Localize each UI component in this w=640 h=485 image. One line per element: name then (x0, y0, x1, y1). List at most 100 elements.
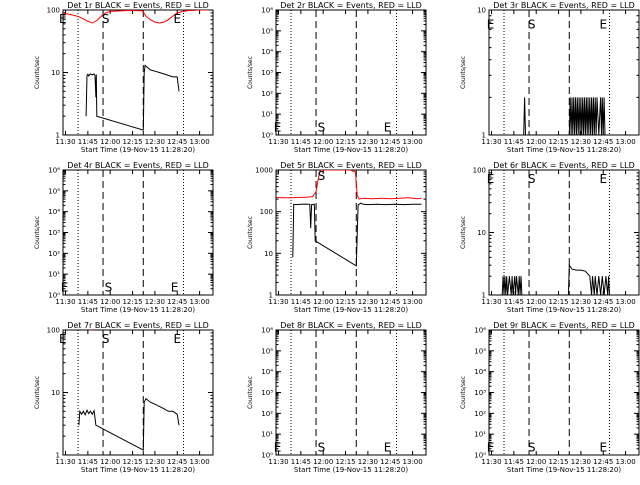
panel-det-3: Det 3r BLACK = Events, RED = LLD 11:30 11:… (460, 1, 640, 154)
x-tick-label: 12:00 (100, 298, 120, 306)
marker-label-s: S (102, 12, 110, 26)
y-axis-label: Counts/sec (34, 56, 41, 89)
y-tick-label: 10¹ (48, 271, 60, 279)
x-tick-label: 11:30 (481, 298, 501, 306)
panel-title: Det 3r BLACK = Events, RED = LLD (493, 1, 635, 10)
y-tick-label: 100 (260, 208, 273, 216)
y-tick-label: 10⁶ (261, 7, 273, 15)
x-tick-label: 11:45 (78, 458, 98, 466)
marker-label-e: E (61, 281, 69, 295)
marker-label-e: E (599, 17, 607, 31)
marker-label-s: S (318, 121, 326, 135)
y-tick-label: 1 (269, 292, 273, 300)
marker-label-e: E (59, 332, 67, 346)
y-axis-label: Counts/sec (460, 376, 467, 409)
marker-label-s: S (528, 172, 536, 186)
panel-title: Det 7r BLACK = Events, RED = LLD (67, 321, 209, 330)
panel-det-6: Det 6r BLACK = Events, RED = LLD 11:30 11:… (460, 161, 640, 314)
marker-label-s: S (105, 281, 113, 295)
panel-title: Det 9r BLACK = Events, RED = LLD (493, 321, 635, 330)
y-tick-label: 10 (51, 389, 60, 397)
x-axis-label: Start Time (19-Nov-15 11:28:20) (294, 466, 408, 474)
x-axis-label: Start Time (19-Nov-15 11:28:20) (81, 146, 195, 154)
x-tick-label: 11:45 (291, 138, 311, 146)
y-tick-label: 10¹ (261, 111, 273, 119)
x-axis-label: Start Time (19-Nov-15 11:28:20) (294, 306, 408, 314)
series-events (292, 202, 422, 267)
x-axis-label: Start Time (19-Nov-15 11:28:20) (81, 466, 195, 474)
y-tick-label: 10 (477, 7, 486, 15)
panel-det-8: Det 8r BLACK = Events, RED = LLD 11:30 11:… (247, 321, 427, 474)
x-tick-label: 11:45 (504, 458, 524, 466)
y-tick-label: 10⁵ (261, 27, 273, 35)
y-axis-label: Counts/sec (460, 56, 467, 89)
x-tick-label: 12:30 (571, 458, 591, 466)
x-tick-label: 12:30 (358, 298, 378, 306)
plot-frame (275, 329, 427, 456)
y-tick-label: 10⁶ (261, 327, 273, 335)
y-tick-label: 10³ (261, 69, 273, 77)
y-tick-label: 100 (47, 7, 60, 15)
x-tick-label: 12:30 (145, 298, 165, 306)
marker-label-e: E (59, 12, 67, 26)
panel-title: Det 1r BLACK = Events, RED = LLD (67, 1, 209, 10)
y-axis-label: Counts/sec (247, 56, 254, 89)
x-tick-label: 12:30 (571, 138, 591, 146)
y-tick-label: 10⁰ (261, 452, 273, 460)
y-tick-label: 1 (56, 452, 60, 460)
y-tick-label: 100 (473, 167, 486, 175)
x-tick-label: 12:45 (380, 298, 400, 306)
x-tick-label: 12:00 (313, 298, 333, 306)
panel-title: Det 6r BLACK = Events, RED = LLD (493, 161, 635, 170)
x-tick-label: 12:15 (548, 458, 568, 466)
y-tick-label: 10² (474, 410, 486, 418)
y-tick-label: 10⁵ (474, 347, 486, 355)
marker-label-s: S (528, 441, 536, 455)
x-tick-label: 12:30 (571, 298, 591, 306)
x-tick-label: 12:15 (122, 458, 142, 466)
y-tick-label: 10⁵ (261, 347, 273, 355)
panel-det-4: Det 4r BLACK = Events, RED = LLD 11:30 11:… (34, 161, 214, 314)
x-tick-label: 13:00 (402, 458, 422, 466)
y-tick-label: 10⁴ (48, 208, 60, 216)
panel-det-1: Det 1r BLACK = Events, RED = LLD 11:30 11:… (34, 1, 214, 154)
marker-label-e: E (599, 172, 607, 186)
x-tick-label: 12:00 (313, 138, 333, 146)
x-tick-label: 11:30 (55, 298, 75, 306)
x-tick-label: 11:30 (481, 458, 501, 466)
x-tick-label: 11:45 (504, 298, 524, 306)
x-tick-label: 12:00 (313, 458, 333, 466)
series-events (523, 97, 606, 135)
x-tick-label: 11:30 (481, 138, 501, 146)
y-tick-label: 10⁰ (261, 132, 273, 140)
x-tick-label: 13:00 (189, 298, 209, 306)
y-tick-label: 10³ (474, 389, 486, 397)
y-tick-label: 10² (261, 410, 273, 418)
x-tick-label: 11:45 (504, 138, 524, 146)
panel-title: Det 4r BLACK = Events, RED = LLD (67, 161, 209, 170)
marker-label-e: E (487, 172, 495, 186)
panel-title: Det 5r BLACK = Events, RED = LLD (280, 161, 422, 170)
y-tick-label: 10⁰ (48, 292, 60, 300)
y-axis-label: Counts/sec (247, 376, 254, 409)
plot-frame (488, 169, 640, 296)
y-tick-label: 10² (261, 90, 273, 98)
x-tick-label: 13:00 (402, 298, 422, 306)
y-tick-label: 10⁵ (48, 187, 60, 195)
plot-frame (62, 329, 214, 456)
x-tick-label: 12:00 (100, 138, 120, 146)
marker-label-e: E (384, 441, 392, 455)
marker-label-e: E (274, 441, 282, 455)
marker-label-e: E (599, 441, 607, 455)
y-tick-label: 10 (51, 69, 60, 77)
marker-label-e: E (487, 441, 495, 455)
x-tick-label: 12:45 (593, 458, 613, 466)
x-tick-label: 11:30 (55, 138, 75, 146)
panel-det-5: Det 5r BLACK = Events, RED = LLD 11:30 11:… (247, 161, 427, 314)
x-tick-label: 12:45 (380, 458, 400, 466)
y-axis-label: Counts/sec (34, 376, 41, 409)
panel-det-9: Det 9r BLACK = Events, RED = LLD 11:30 11:… (460, 321, 640, 474)
x-tick-label: 12:15 (548, 138, 568, 146)
